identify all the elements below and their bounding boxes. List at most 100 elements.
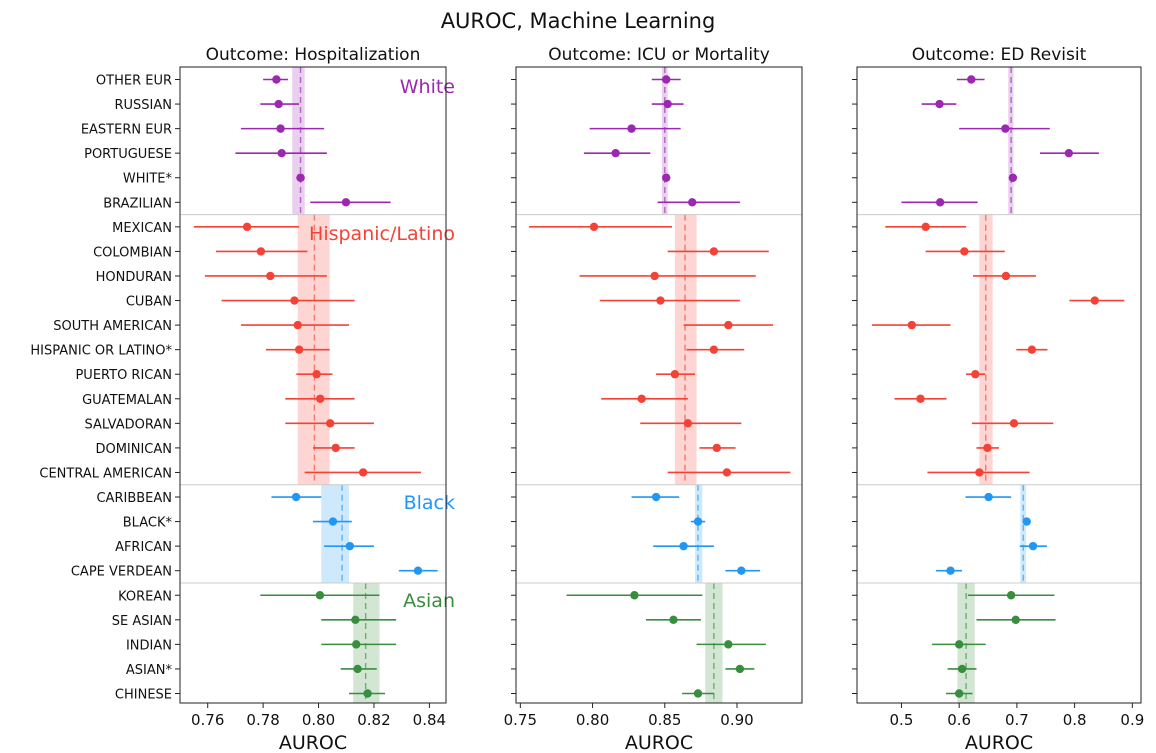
point-dominican bbox=[983, 443, 992, 453]
x-axis-label: AUROC bbox=[625, 732, 693, 753]
point-central-american bbox=[722, 468, 732, 477]
point-asian bbox=[735, 664, 745, 674]
point-cuban bbox=[290, 296, 299, 305]
point-eastern-eur bbox=[276, 124, 285, 133]
point-cape-verdean bbox=[737, 566, 746, 575]
point-se-asian bbox=[1011, 615, 1020, 625]
y-tick-label: CUBAN bbox=[126, 295, 172, 310]
axes-frame bbox=[515, 66, 803, 704]
group-label-white: White bbox=[400, 76, 455, 98]
point-caribbean bbox=[291, 492, 301, 502]
group-band-black bbox=[695, 484, 703, 583]
point-salvadoran bbox=[325, 419, 335, 428]
x-tick-label: 0.80 bbox=[302, 711, 335, 729]
point-mexican bbox=[242, 222, 252, 232]
point-white bbox=[662, 173, 671, 182]
y-tick-label: KOREAN bbox=[118, 589, 172, 604]
point-se-asian bbox=[669, 615, 678, 625]
y-tick-label: CARIBBEAN bbox=[96, 491, 172, 506]
point-mexican bbox=[921, 222, 930, 232]
x-tick-label: 0.75 bbox=[504, 711, 537, 729]
panel-title: Outcome: ICU or Mortality bbox=[548, 45, 770, 65]
y-tick-label: CENTRAL AMERICAN bbox=[39, 466, 172, 481]
y-tick-label: HISPANIC OR LATINO* bbox=[30, 344, 172, 359]
point-caribbean bbox=[984, 492, 993, 502]
y-tick-label: WHITE* bbox=[123, 172, 173, 187]
point-puerto-rican bbox=[312, 370, 321, 379]
point-south-american bbox=[907, 320, 917, 330]
point-black bbox=[328, 517, 338, 526]
panel-title: Outcome: Hospitalization bbox=[206, 45, 421, 65]
point-honduran bbox=[266, 271, 275, 281]
x-tick-label: 0.90 bbox=[720, 711, 753, 729]
point-black bbox=[693, 517, 703, 526]
point-cuban bbox=[1090, 296, 1100, 305]
x-tick-label: 0.9 bbox=[1120, 711, 1144, 729]
point-se-asian bbox=[351, 615, 360, 625]
x-tick-label: 0.5 bbox=[890, 711, 914, 729]
y-tick-label: PORTUGUESE bbox=[84, 147, 172, 162]
y-tick-label: BRAZILIAN bbox=[103, 196, 172, 211]
point-indian bbox=[954, 640, 964, 649]
point-chinese bbox=[954, 689, 964, 698]
point-hispanic-or-latino bbox=[294, 345, 304, 354]
x-tick-label: 0.80 bbox=[576, 711, 609, 729]
panels: White Hispanic/Latino Black Asian OTHER EUR R… bbox=[30, 45, 1144, 753]
y-tick-label: DOMINICAN bbox=[95, 442, 172, 457]
point-salvadoran bbox=[1009, 419, 1019, 428]
y-tick-label: EASTERN EUR bbox=[81, 123, 172, 138]
point-colombian bbox=[709, 247, 719, 256]
point-indian bbox=[724, 640, 733, 649]
point-white bbox=[296, 173, 305, 182]
y-tick-label: MEXICAN bbox=[112, 221, 172, 236]
point-colombian bbox=[256, 247, 266, 256]
y-tick-label: CHINESE bbox=[115, 688, 172, 703]
point-russian bbox=[935, 99, 944, 109]
point-honduran bbox=[650, 271, 659, 281]
point-brazilian bbox=[935, 198, 945, 207]
group-band-black bbox=[1020, 484, 1027, 583]
point-white bbox=[1008, 173, 1018, 182]
point-korean bbox=[630, 591, 639, 600]
point-portuguese bbox=[277, 148, 286, 158]
y-tick-label: PUERTO RICAN bbox=[75, 368, 172, 383]
y-tick-label: BLACK* bbox=[123, 516, 173, 531]
y-tick-label: COLOMBIAN bbox=[93, 245, 172, 260]
group-label-hispanic-latino: Hispanic/Latino bbox=[309, 223, 455, 245]
panel-title: Outcome: ED Revisit bbox=[912, 45, 1087, 65]
y-tick-label: INDIAN bbox=[126, 638, 172, 653]
point-korean bbox=[1006, 591, 1016, 600]
point-brazilian bbox=[688, 198, 697, 207]
point-asian bbox=[353, 664, 362, 674]
axes-frame bbox=[856, 66, 1142, 704]
x-tick-label: 0.84 bbox=[413, 711, 446, 729]
point-brazilian bbox=[341, 198, 351, 207]
y-tick-label: RUSSIAN bbox=[114, 98, 172, 113]
point-central-american bbox=[975, 468, 984, 477]
x-tick-label: 0.7 bbox=[1005, 711, 1029, 729]
point-colombian bbox=[960, 247, 969, 256]
point-cuban bbox=[656, 296, 665, 305]
point-cape-verdean bbox=[413, 566, 423, 575]
x-tick-label: 0.85 bbox=[648, 711, 681, 729]
x-tick-label: 0.82 bbox=[357, 711, 390, 729]
y-tick-label: SOUTH AMERICAN bbox=[53, 319, 172, 334]
point-south-american bbox=[724, 320, 733, 330]
y-tick-label: HONDURAN bbox=[96, 270, 172, 285]
x-tick-label: 0.76 bbox=[191, 711, 224, 729]
point-other-eur bbox=[272, 75, 281, 84]
point-dominican bbox=[712, 443, 721, 453]
group-band-white bbox=[292, 67, 305, 215]
y-tick-label: SE ASIAN bbox=[112, 614, 172, 629]
panel-1: White Hispanic/Latino Black Asian OTHER EUR R… bbox=[30, 45, 455, 753]
point-hispanic-or-latino bbox=[709, 345, 719, 354]
group-label-asian: Asian bbox=[403, 590, 455, 612]
point-african bbox=[1028, 541, 1038, 551]
x-axis-label: AUROC bbox=[965, 732, 1033, 753]
x-axis-label: AUROC bbox=[279, 732, 347, 753]
figure-title: AUROC, Machine Learning bbox=[441, 9, 716, 33]
point-honduran bbox=[1001, 271, 1011, 281]
group-band-hispanic-latino bbox=[674, 214, 697, 485]
y-tick-label: SALVADORAN bbox=[84, 417, 172, 432]
